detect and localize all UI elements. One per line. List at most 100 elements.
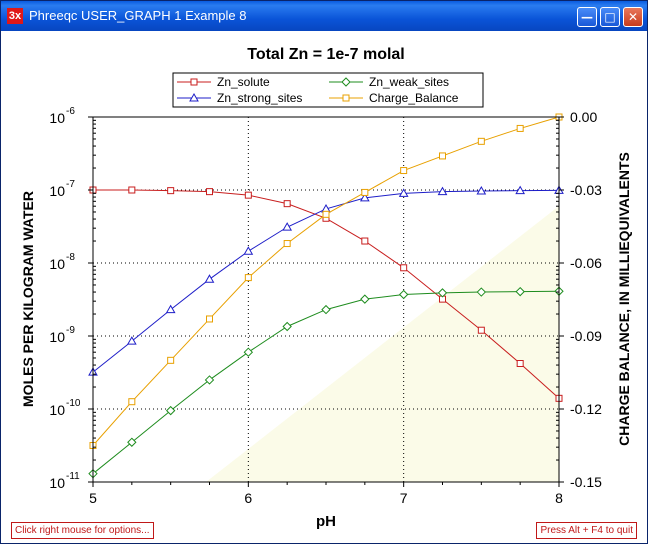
data-point [515, 185, 526, 195]
data-point [341, 77, 351, 87]
minimize-icon: — [581, 10, 593, 24]
data-point [477, 137, 485, 145]
data-point [516, 124, 524, 132]
data-point [400, 167, 408, 175]
data-point [283, 240, 291, 248]
data-point [283, 200, 291, 208]
data-point [360, 294, 370, 304]
legend-label: Zn_weak_sites [369, 75, 449, 89]
data-point [398, 289, 409, 300]
legend-item: Zn_solute [177, 75, 270, 89]
series-zn-strong-sites [88, 185, 564, 376]
data-point [189, 92, 199, 102]
legend-label: Charge_Balance [369, 91, 459, 105]
y-tick-label: 10 [49, 110, 65, 126]
x-tick-label: 7 [400, 490, 408, 506]
app-logo-icon: 3x [7, 8, 23, 24]
data-point [206, 315, 213, 323]
data-point [190, 78, 198, 86]
maximize-icon: □ [604, 10, 616, 24]
x-axis-label: pH [316, 513, 336, 530]
x-tick-label: 8 [555, 490, 563, 506]
y-tick-exponent: -11 [66, 471, 80, 482]
shaded-region [206, 206, 559, 482]
data-point [206, 188, 213, 196]
data-point [437, 288, 448, 298]
y-tick-label: 10 [49, 256, 65, 272]
legend-label: Zn_strong_sites [217, 91, 302, 105]
data-point [282, 222, 293, 231]
data-point [321, 304, 331, 315]
data-point [127, 437, 137, 447]
data-point [398, 188, 409, 197]
x-axis: 5 6 7 8 [89, 482, 563, 506]
y-tick-exponent: -9 [66, 325, 75, 336]
legend-box [172, 72, 484, 108]
data-point [516, 360, 524, 368]
series-zn-weak-sites [88, 286, 564, 479]
data-point [282, 321, 292, 332]
legend-item: Charge_Balance [329, 91, 459, 105]
data-point [342, 94, 350, 102]
data-point [244, 274, 252, 282]
y2-axis-label: CHARGE BALANCE, IN MILLIEQUIVALENTS [616, 152, 632, 446]
close-button[interactable]: ✕ [623, 7, 643, 27]
y-tick-exponent: -8 [66, 252, 75, 263]
data-point [204, 274, 215, 283]
y-axis-right: -0.15 -0.12 -0.09 -0.06 -0.03 0.00 [559, 109, 602, 490]
maximize-button[interactable]: □ [600, 7, 620, 27]
title-bar[interactable]: 3x Phreeqc USER_GRAPH 1 Example 8 — □ ✕ [1, 1, 647, 31]
quit-hint-button[interactable]: Press Alt + F4 to quit [536, 522, 637, 539]
data-point [322, 210, 330, 218]
data-point [361, 237, 369, 245]
y-tick-label: 10 [49, 402, 65, 418]
data-point [167, 187, 175, 195]
legend-item: Zn_weak_sites [329, 75, 449, 89]
chart-title: Total Zn = 1e-7 molal [247, 46, 405, 63]
data-point [439, 152, 446, 160]
x-tick-label: 6 [244, 490, 252, 506]
y-tick-label: 10 [49, 183, 65, 199]
data-point [361, 188, 369, 196]
data-point [128, 186, 136, 194]
legend-item: Zn_strong_sites [177, 91, 302, 105]
y2-tick-label: -0.09 [570, 328, 602, 344]
data-point [244, 191, 252, 199]
data-point [165, 304, 176, 314]
data-point [476, 287, 487, 297]
data-point [359, 192, 370, 202]
data-point [515, 286, 525, 297]
legend: Zn_solute Zn_weak_sites Zn_strong_sites Cha… [172, 72, 484, 108]
data-point [476, 185, 487, 195]
window-title: Phreeqc USER_GRAPH 1 Example 8 [29, 8, 247, 23]
x-tick-label: 5 [89, 490, 97, 506]
y2-tick-label: 0.00 [570, 109, 597, 125]
y-tick-exponent: -6 [66, 106, 75, 117]
y2-tick-label: -0.15 [570, 474, 602, 490]
data-point [126, 336, 137, 345]
y2-tick-label: -0.12 [570, 401, 602, 417]
y-tick-exponent: -7 [66, 179, 75, 190]
y-tick-label: 10 [49, 475, 65, 491]
data-point [128, 398, 136, 406]
minimize-button[interactable]: — [577, 7, 597, 27]
close-icon: ✕ [627, 10, 639, 24]
data-point [477, 326, 485, 334]
options-hint-button[interactable]: Click right mouse for options... [11, 522, 154, 539]
chart[interactable]: Total Zn = 1e-7 molal Zn_solute Zn_weak_s… [1, 31, 647, 543]
legend-label: Zn_solute [217, 75, 270, 89]
y2-tick-label: -0.03 [570, 182, 602, 198]
data-point [243, 347, 254, 357]
y-tick-exponent: -10 [66, 398, 81, 409]
data-point [437, 186, 448, 196]
data-point [165, 405, 176, 416]
data-point [167, 356, 175, 364]
data-point [243, 246, 254, 255]
plot-area [88, 113, 564, 483]
y2-tick-label: -0.06 [570, 255, 602, 271]
y-tick-label: 10 [49, 329, 65, 345]
data-point [204, 375, 215, 385]
data-point [400, 264, 408, 272]
